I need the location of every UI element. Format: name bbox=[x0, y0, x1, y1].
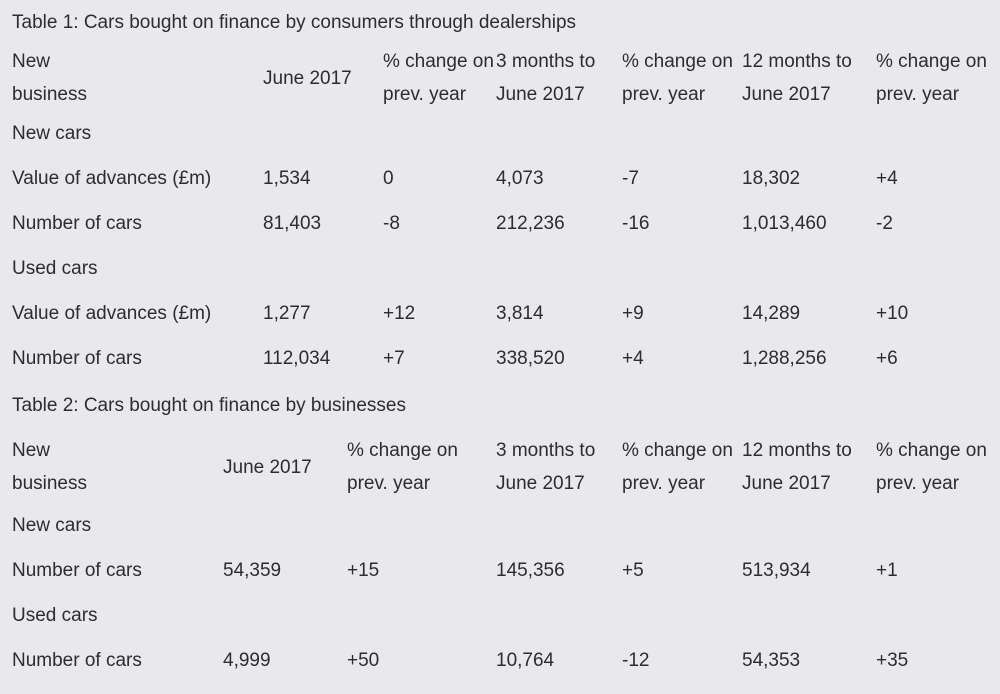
table-1-header-row: New business June 2017 % change on prev.… bbox=[0, 45, 1000, 111]
cell-value: +9 bbox=[622, 302, 644, 324]
row-label: Number of cars bbox=[12, 649, 142, 671]
cell-value: 1,288,256 bbox=[742, 347, 827, 369]
cell-value: 18,302 bbox=[742, 167, 801, 189]
cell-value: -8 bbox=[383, 212, 400, 234]
row-label: Number of cars bbox=[12, 212, 142, 234]
column-header-pct-change-2: % change on prev. year bbox=[622, 51, 733, 105]
column-header-pct-change-1: % change on prev. year bbox=[383, 51, 494, 105]
table-row-number-of-cars-new: Number of cars 54,359 +15 145,356 +5 513… bbox=[0, 548, 1000, 593]
section-row-used-cars: Used cars bbox=[0, 246, 1000, 291]
cell-value: 212,236 bbox=[496, 212, 565, 234]
cell-value: +10 bbox=[876, 302, 909, 324]
cell-value: 338,520 bbox=[496, 347, 565, 369]
section-row-new-cars: New cars bbox=[0, 503, 1000, 548]
cell-value: 4,999 bbox=[223, 649, 271, 671]
column-header-pct-change-1: % change on prev. year bbox=[347, 440, 458, 494]
row-label: Number of cars bbox=[12, 559, 142, 581]
column-header-june-2017: June 2017 bbox=[263, 67, 352, 89]
cell-value: -7 bbox=[622, 167, 639, 189]
column-header-new-business: New business bbox=[12, 440, 87, 494]
cell-value: -12 bbox=[622, 649, 650, 671]
column-header-12-months: 12 months to June 2017 bbox=[742, 440, 852, 494]
column-header-3-months: 3 months to June 2017 bbox=[496, 440, 596, 494]
section-label: Used cars bbox=[12, 257, 98, 279]
cell-value: 145,356 bbox=[496, 559, 565, 581]
cell-value: +50 bbox=[347, 649, 380, 671]
cell-value: +7 bbox=[383, 347, 405, 369]
cell-value: 3,814 bbox=[496, 302, 544, 324]
cell-value: -2 bbox=[876, 212, 893, 234]
column-header-june-2017: June 2017 bbox=[223, 456, 312, 478]
cell-value: 4,073 bbox=[496, 167, 544, 189]
section-row-new-cars: New cars bbox=[0, 111, 1000, 156]
table-row-value-of-advances-used: Value of advances (£m) 1,277 +12 3,814 +… bbox=[0, 291, 1000, 336]
section-label: New cars bbox=[12, 122, 92, 144]
row-label: Value of advances (£m) bbox=[12, 302, 212, 324]
column-header-3-months: 3 months to June 2017 bbox=[496, 51, 596, 105]
table-row-number-of-cars-used: Number of cars 4,999 +50 10,764 -12 54,3… bbox=[0, 638, 1000, 683]
section-label: New cars bbox=[12, 514, 92, 536]
table-2-header-row: New business June 2017 % change on prev.… bbox=[0, 431, 1000, 503]
column-header-12-months: 12 months to June 2017 bbox=[742, 51, 852, 105]
cell-value: +4 bbox=[622, 347, 644, 369]
table-1-consumers: New business June 2017 % change on prev.… bbox=[0, 45, 1000, 381]
table-2-title: Table 2: Cars bought on finance by busin… bbox=[12, 395, 406, 416]
cell-value: 1,534 bbox=[263, 167, 311, 189]
table-row-number-of-cars-new: Number of cars 81,403 -8 212,236 -16 1,0… bbox=[0, 201, 1000, 246]
cell-value: +6 bbox=[876, 347, 898, 369]
section-row-used-cars: Used cars bbox=[0, 593, 1000, 638]
cell-value: +15 bbox=[347, 559, 380, 581]
column-header-pct-change-3: % change on prev. year bbox=[876, 51, 987, 105]
column-header-new-business: New business bbox=[12, 51, 87, 105]
cell-value: -16 bbox=[622, 212, 650, 234]
cell-value: +35 bbox=[876, 649, 909, 671]
cell-value: +12 bbox=[383, 302, 416, 324]
cell-value: 14,289 bbox=[742, 302, 801, 324]
section-label: Used cars bbox=[12, 604, 98, 626]
cell-value: +1 bbox=[876, 559, 898, 581]
row-label: Value of advances (£m) bbox=[12, 167, 212, 189]
column-header-pct-change-3: % change on prev. year bbox=[876, 440, 987, 494]
cell-value: 0 bbox=[383, 167, 394, 189]
cell-value: 10,764 bbox=[496, 649, 555, 671]
table-2-businesses: New business June 2017 % change on prev.… bbox=[0, 431, 1000, 683]
row-label: Number of cars bbox=[12, 347, 142, 369]
cell-value: +4 bbox=[876, 167, 898, 189]
cell-value: 81,403 bbox=[263, 212, 322, 234]
cell-value: 54,359 bbox=[223, 559, 282, 581]
cell-value: +5 bbox=[622, 559, 644, 581]
cell-value: 112,034 bbox=[263, 347, 331, 369]
table-1-title: Table 1: Cars bought on finance by consu… bbox=[12, 11, 577, 33]
table-row-number-of-cars-used: Number of cars 112,034 +7 338,520 +4 1,2… bbox=[0, 336, 1000, 381]
cell-value: 1,013,460 bbox=[742, 212, 827, 234]
table-row-value-of-advances-new: Value of advances (£m) 1,534 0 4,073 -7 … bbox=[0, 156, 1000, 201]
column-header-pct-change-2: % change on prev. year bbox=[622, 440, 733, 494]
cell-value: 1,277 bbox=[263, 302, 311, 324]
cell-value: 54,353 bbox=[742, 649, 801, 671]
cell-value: 513,934 bbox=[742, 559, 811, 581]
